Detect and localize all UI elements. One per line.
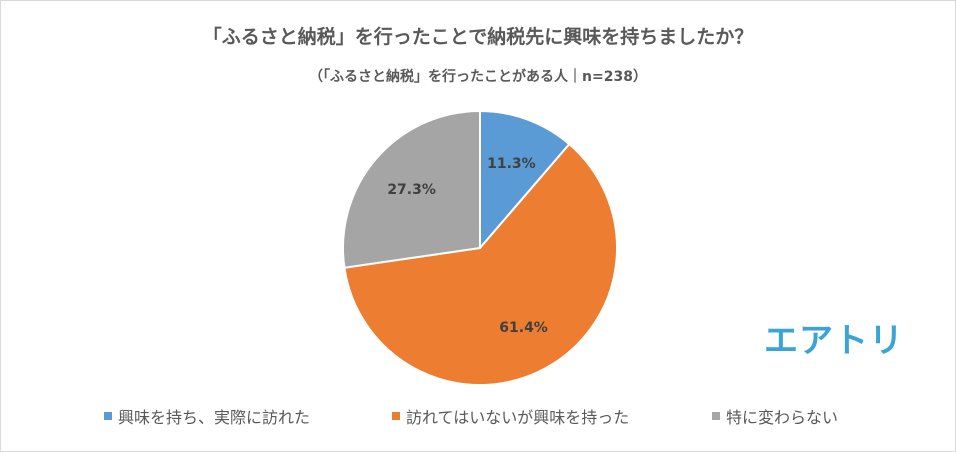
- data-label-unchanged: 27.3%: [387, 182, 436, 198]
- legend-item-interested: 訪れてはいないが興味を持った: [392, 404, 629, 428]
- chart-subtitle: （「ふるさと納税」を行ったことがある人｜n=238）: [309, 69, 647, 85]
- pie-slice-visited: [479, 109, 571, 251]
- airtrip-logo: エアトリ: [764, 321, 904, 361]
- legend-item-unchanged: 特に変わらない: [712, 404, 838, 428]
- chart-legend: 興味を持ち、実際に訪れた 訪れてはいないが興味を持った 特に変わらない: [0, 404, 956, 428]
- pie-slice-interested: [343, 142, 618, 386]
- legend-swatch-visited: [104, 412, 112, 420]
- legend-swatch-interested: [392, 412, 400, 420]
- legend-label-interested: 訪れてはいないが興味を持った: [406, 408, 630, 427]
- data-label-visited: 11.3%: [487, 156, 536, 172]
- legend-label-visited: 興味を持ち、実際に訪れた: [118, 408, 311, 427]
- chart-title: 「ふるさと納税」を行ったことで納税先に興味を持ちましたか？: [202, 26, 754, 48]
- legend-label-unchanged: 特に変わらない: [726, 408, 839, 427]
- legend-item-visited: 興味を持ち、実際に訪れた: [104, 404, 310, 428]
- pie-slice-unchanged: [342, 109, 481, 269]
- data-label-interested: 61.4%: [499, 320, 548, 336]
- legend-swatch-unchanged: [712, 412, 720, 420]
